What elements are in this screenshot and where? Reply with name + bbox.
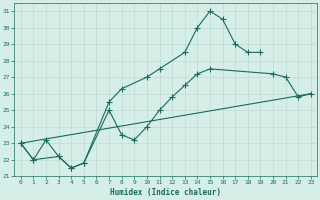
X-axis label: Humidex (Indice chaleur): Humidex (Indice chaleur) xyxy=(110,188,221,197)
